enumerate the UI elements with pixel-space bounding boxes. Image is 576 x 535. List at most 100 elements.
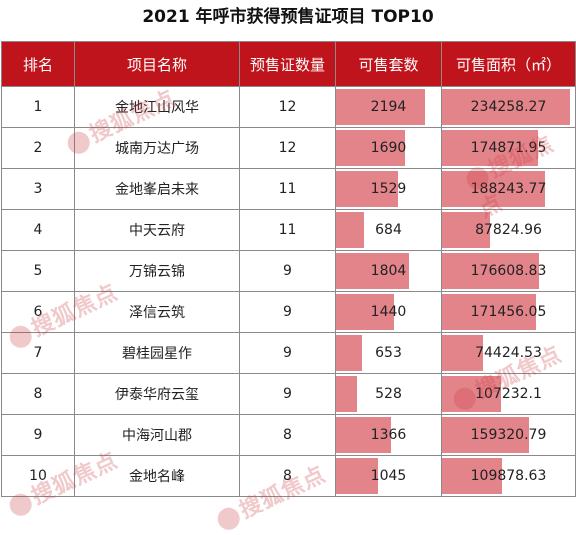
rank-cell-value: 6 [33,304,43,320]
header-rank: 排名 [1,41,75,87]
permit-count-cell: 9 [239,373,336,415]
rank-cell: 2 [1,127,75,169]
header-row: 排名 项目名称 预售证数量 可售套数 可售面积（㎡） [1,41,576,87]
project-name-cell: 中海河山郡 [74,414,240,456]
area-data-bar [442,376,501,412]
area-data-bar [442,171,545,207]
units-data-bar [336,130,405,166]
project-name-cell: 中天云府 [74,209,240,251]
area-data-bar [442,335,483,371]
units-cell: 1045 [335,455,442,497]
table-row: 2 城南万达广场 12 1690 174871.95 [1,127,576,169]
units-cell-value: 2194 [370,99,407,115]
units-cell-value: 1440 [370,304,407,320]
units-data-bar [336,212,364,248]
permit-count-cell: 11 [239,209,336,251]
rank-cell-value: 5 [33,263,43,279]
area-cell: 107232.1 [441,373,576,415]
rank-cell-value: 10 [29,468,47,484]
area-data-bar [442,130,538,166]
rank-cell: 8 [1,373,75,415]
units-cell-value: 653 [375,345,402,361]
units-cell-value: 1045 [370,468,407,484]
units-cell: 528 [335,373,442,415]
project-name-cell: 万锦云锦 [74,250,240,292]
rank-cell: 10 [1,455,75,497]
area-data-bar [442,458,502,494]
permit-count-cell-value: 9 [283,304,292,320]
area-data-bar [442,417,529,453]
rank-cell: 6 [1,291,75,333]
rank-cell-value: 3 [33,181,43,197]
units-cell-value: 684 [375,222,402,238]
units-cell: 2194 [335,86,442,128]
rank-cell: 5 [1,250,75,292]
units-data-bar [336,253,409,289]
area-data-bar [442,212,490,248]
area-data-bar [442,294,536,330]
rank-cell-value: 4 [33,222,43,238]
units-data-bar [336,89,425,125]
table-row: 3 金地峯启未来 11 1529 188243.77 [1,168,576,210]
project-name-cell: 城南万达广场 [74,127,240,169]
units-data-bar [336,458,378,494]
area-cell-value: 74424.53 [475,345,542,361]
area-cell-value: 176608.83 [470,263,547,279]
units-cell-value: 1804 [370,263,407,279]
rank-cell-value: 8 [33,386,43,402]
header-permit-count: 预售证数量 [239,41,336,87]
header-project-name: 项目名称 [74,41,240,87]
area-cell-value: 87824.96 [475,222,542,238]
area-cell-value: 174871.95 [470,140,547,156]
area-data-bar [442,89,570,125]
project-name-cell: 伊泰华府云玺 [74,373,240,415]
table-row: 8 伊泰华府云玺 9 528 107232.1 [1,373,576,415]
units-data-bar [336,417,391,453]
permit-count-cell: 12 [239,127,336,169]
table-row: 9 中海河山郡 8 1366 159320.79 [1,414,576,456]
area-cell-value: 171456.05 [470,304,547,320]
permit-count-cell-value: 8 [283,427,292,443]
area-cell: 74424.53 [441,332,576,374]
area-cell-value: 159320.79 [470,427,547,443]
units-cell: 684 [335,209,442,251]
project-name-cell-value: 泽信云筑 [129,305,185,321]
project-name-cell-value: 万锦云锦 [129,264,185,280]
table-row: 4 中天云府 11 684 87824.96 [1,209,576,251]
units-data-bar [336,294,394,330]
permit-count-cell: 9 [239,250,336,292]
table-row: 6 泽信云筑 9 1440 171456.05 [1,291,576,333]
permit-count-cell-value: 9 [283,345,292,361]
table-row: 10 金地名峰 8 1045 109878.63 [1,455,576,497]
units-data-bar [336,335,362,371]
rank-cell: 7 [1,332,75,374]
area-cell: 234258.27 [441,86,576,128]
rank-cell: 3 [1,168,75,210]
area-cell: 87824.96 [441,209,576,251]
project-name-cell-value: 金地江山风华 [115,100,199,116]
rank-cell: 1 [1,86,75,128]
project-name-cell-value: 金地名峰 [129,469,185,485]
permit-count-cell: 11 [239,168,336,210]
project-name-cell: 泽信云筑 [74,291,240,333]
table-title: 2021 年呼市获得预售证项目 TOP10 [142,7,434,27]
permit-count-cell: 12 [239,86,336,128]
rank-cell: 9 [1,414,75,456]
rank-cell-value: 1 [33,99,43,115]
area-cell-value: 188243.77 [470,181,547,197]
area-cell: 174871.95 [441,127,576,169]
table-row: 5 万锦云锦 9 1804 176608.83 [1,250,576,292]
table-row: 1 金地江山风华 12 2194 234258.27 [1,86,576,128]
area-cell: 188243.77 [441,168,576,210]
units-cell: 1804 [335,250,442,292]
project-name-cell-value: 伊泰华府云玺 [115,387,199,403]
units-data-bar [336,376,357,412]
permit-count-cell: 8 [239,414,336,456]
project-name-cell: 碧桂园星作 [74,332,240,374]
units-cell: 1690 [335,127,442,169]
permit-count-cell-value: 12 [278,140,297,156]
project-name-cell-value: 碧桂园星作 [122,346,192,362]
project-name-cell-value: 城南万达广场 [115,141,199,157]
permit-count-cell-value: 9 [283,386,292,402]
table-row: 7 碧桂园星作 9 653 74424.53 [1,332,576,374]
